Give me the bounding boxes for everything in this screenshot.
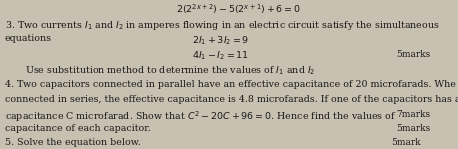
Text: capacitance C microfarad. Show that $C^2-20C+96=0$. Hence find the values of: capacitance C microfarad. Show that $C^2… xyxy=(5,110,396,124)
Text: $4I_1-I_2=11$: $4I_1-I_2=11$ xyxy=(192,50,250,62)
Text: 5mark: 5mark xyxy=(392,138,421,147)
Text: 5marks: 5marks xyxy=(396,124,431,133)
Text: 3. Two currents $I_1$ and $I_2$ in amperes flowing in an electric circuit satisf: 3. Two currents $I_1$ and $I_2$ in amper… xyxy=(5,19,439,32)
Text: Use substitution method to determine the values of $I_1$ and $I_2$: Use substitution method to determine the… xyxy=(25,65,316,77)
Text: $2(2^{2x+2})-5(2^{x+1})+6=0$: $2(2^{2x+2})-5(2^{x+1})+6=0$ xyxy=(176,2,301,16)
Text: 4. Two capacitors connected in parallel have an effective capacitance of 20 micr: 4. Two capacitors connected in parallel … xyxy=(5,80,455,89)
Text: 5marks: 5marks xyxy=(396,50,431,59)
Text: connected in series, the effective capacitance is 4.8 microfarads. If one of the: connected in series, the effective capac… xyxy=(5,95,458,104)
Text: equations: equations xyxy=(5,34,52,43)
Text: $2I_1+3I_2=9$: $2I_1+3I_2=9$ xyxy=(192,34,250,47)
Text: 7marks: 7marks xyxy=(396,110,431,118)
Text: capacitance of each capacitor.: capacitance of each capacitor. xyxy=(5,124,150,133)
Text: 5. Solve the equation below.: 5. Solve the equation below. xyxy=(5,138,140,147)
